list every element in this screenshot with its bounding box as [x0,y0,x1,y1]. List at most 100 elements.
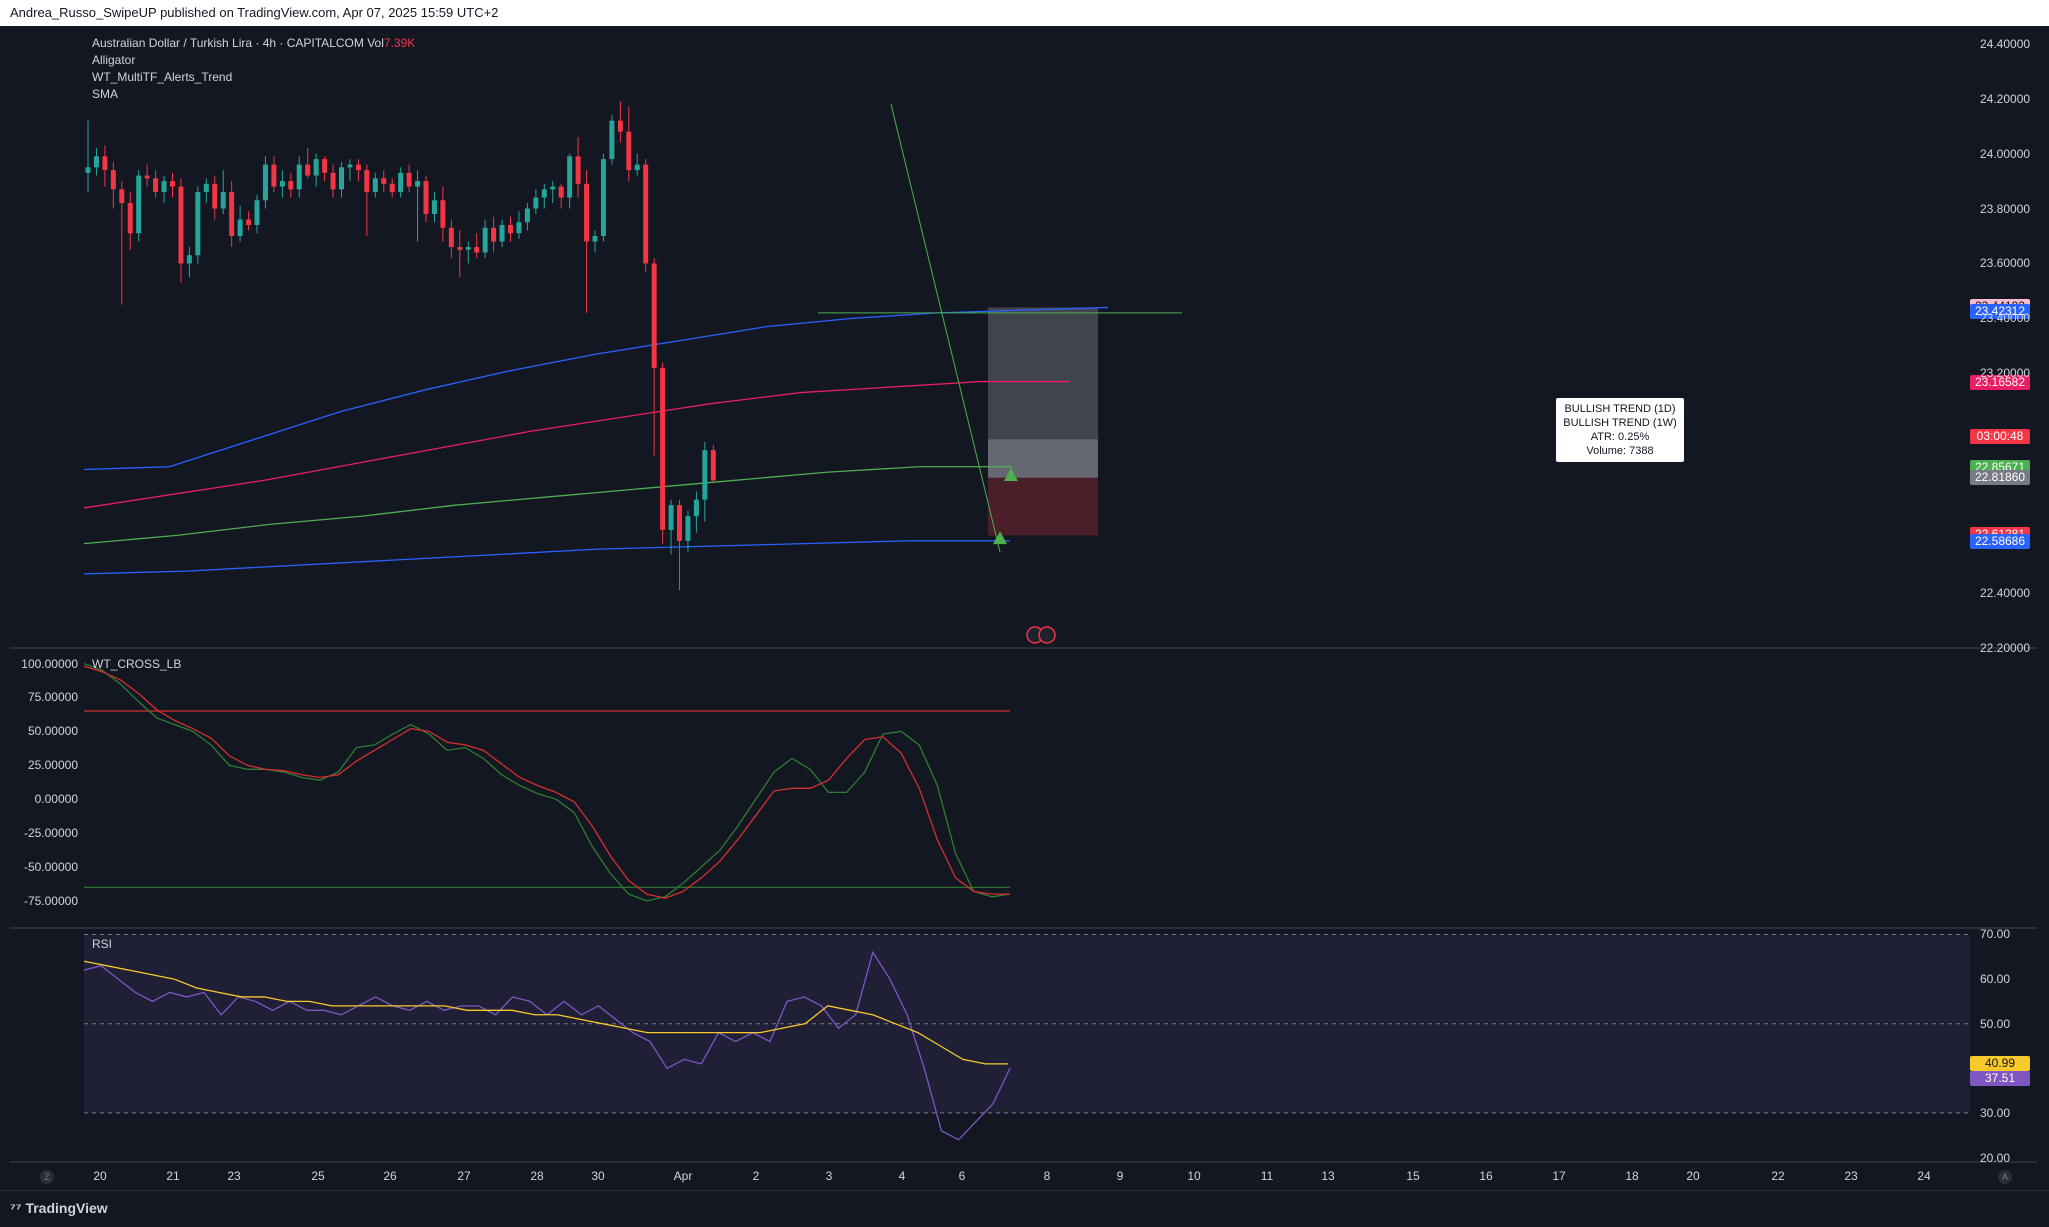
time-axis-label: 23 [227,1169,241,1183]
buy-signal-icon [1004,467,1018,481]
time-axis-label: 2 [752,1169,760,1183]
candle-body [203,183,209,193]
indicator-alligator[interactable]: Alligator [92,53,136,67]
buy-signal-icon [993,531,1007,545]
candle-body [567,156,573,198]
candle-body [93,156,99,168]
rsi-axis-label: 30.00 [1980,1105,2011,1120]
price-tag: 23.16582 [1970,374,2030,390]
time-axis-label: 30 [591,1169,605,1183]
time-axis-label: 6 [958,1169,966,1183]
tradingview-logo[interactable]: ⁷⁷ TradingView [10,1200,108,1216]
price-axis-label: 23.40000 [1980,311,2031,326]
candle-body [220,192,226,209]
volume-value: 7.39K [383,36,416,50]
rsi-value-tag: 37.51 [1970,1071,2030,1087]
candle-body [440,200,446,228]
candle-body [710,450,716,481]
footer-bar: ⁷⁷ TradingView [0,1190,2049,1227]
candle-body [322,159,328,173]
rsi-pane-title[interactable]: RSI [92,937,113,951]
price-axis-label: 23.60000 [1980,256,2031,271]
candle-body [398,172,404,193]
price-axis-label: 24.00000 [1980,146,2031,161]
candle-body [85,167,91,173]
candle-body [660,367,666,530]
rsi-value-tag: 40.99 [1970,1055,2030,1071]
price-tag: 03:00:48 [1970,428,2030,444]
candle-body [110,170,116,190]
candle-body [339,167,344,190]
candle-body [330,172,336,190]
candle-body [626,131,632,171]
symbol-title[interactable]: Australian Dollar / Turkish Lira · 4h · … [92,36,364,50]
candle-body [474,246,480,253]
candle-body [170,181,175,187]
candle-body [389,183,395,193]
candle-body [288,181,294,190]
time-axis-label: 23 [1844,1169,1858,1183]
candle-body [600,159,606,236]
price-axis-label: 24.20000 [1980,91,2031,106]
candle-body [550,186,556,190]
wt-pane-title[interactable]: WT_CROSS_LB [92,657,182,671]
indicator-sma[interactable]: SMA [92,87,119,101]
wt-axis-label: 25.00000 [27,758,78,773]
wt-axis-label: 100.00000 [21,656,78,671]
tradingview-logo-icon: ⁷⁷ [10,1200,26,1216]
target-zone [988,307,1098,440]
candle-body [482,227,488,253]
candle-body [533,197,539,209]
zoom-reset-button[interactable]: Z [40,1170,54,1184]
candle-body [364,170,370,193]
candle-body [693,499,699,517]
rsi-ma-line [83,960,1009,1065]
candle-body [237,219,243,236]
candle-body [499,225,505,242]
time-axis-label: 27 [457,1169,471,1183]
price-tag: 22.81860 [1970,470,2030,486]
candle-body [271,164,277,187]
candle-body [355,164,361,171]
candle-body [516,222,522,234]
wt-axis-label: 50.00000 [27,724,78,739]
time-axis-label: 13 [1321,1169,1335,1183]
overlay-line-2 [83,466,1012,545]
info-line-atr: ATR: 0.25% [1590,431,1650,443]
main-legend: Australian Dollar / Turkish Lira · 4h · … [92,35,415,103]
indicator-wt-multitf[interactable]: WT_MultiTF_Alerts_Trend [92,70,233,84]
price-tag: 23.42312 [1970,304,2030,320]
auto-scale-button[interactable]: A [1998,1170,2012,1184]
wt-axis-label: -25.00000 [23,826,78,841]
time-axis-label: 17 [1552,1169,1566,1183]
event-flag-icon [1038,626,1056,644]
candle-body [372,178,378,193]
time-axis-label: 18 [1625,1169,1639,1183]
candle-body [702,450,708,500]
wt-axis-label: 0.00000 [34,792,78,807]
candle-body [313,159,319,176]
time-axis-label: Apr [673,1169,693,1183]
candle-body [102,156,108,171]
price-tag: 22.58686 [1970,533,2030,549]
candle-body [296,164,302,190]
candle-body [575,156,581,184]
info-line-1w: BULLISH TREND (1W) [1563,417,1677,429]
wt-series-wt2 [83,665,1010,899]
candle-body [279,181,285,187]
candle-body [491,227,497,242]
chart-area[interactable] [10,26,2037,1190]
stop-zone [988,477,1098,536]
candle-body [212,183,218,209]
overlay-line-0 [83,306,1109,471]
candle-body [127,203,133,234]
published-text: Andrea_Russo_SwipeUP published on Tradin… [10,5,499,20]
candle-body [584,183,590,242]
rsi-axis-label: 60.00 [1980,972,2011,987]
candle-body [668,505,674,530]
candle-body [415,181,421,187]
rsi-axis-label: 70.00 [1980,927,2011,942]
candle-body [431,200,437,215]
time-axis-label: 4 [898,1169,906,1183]
